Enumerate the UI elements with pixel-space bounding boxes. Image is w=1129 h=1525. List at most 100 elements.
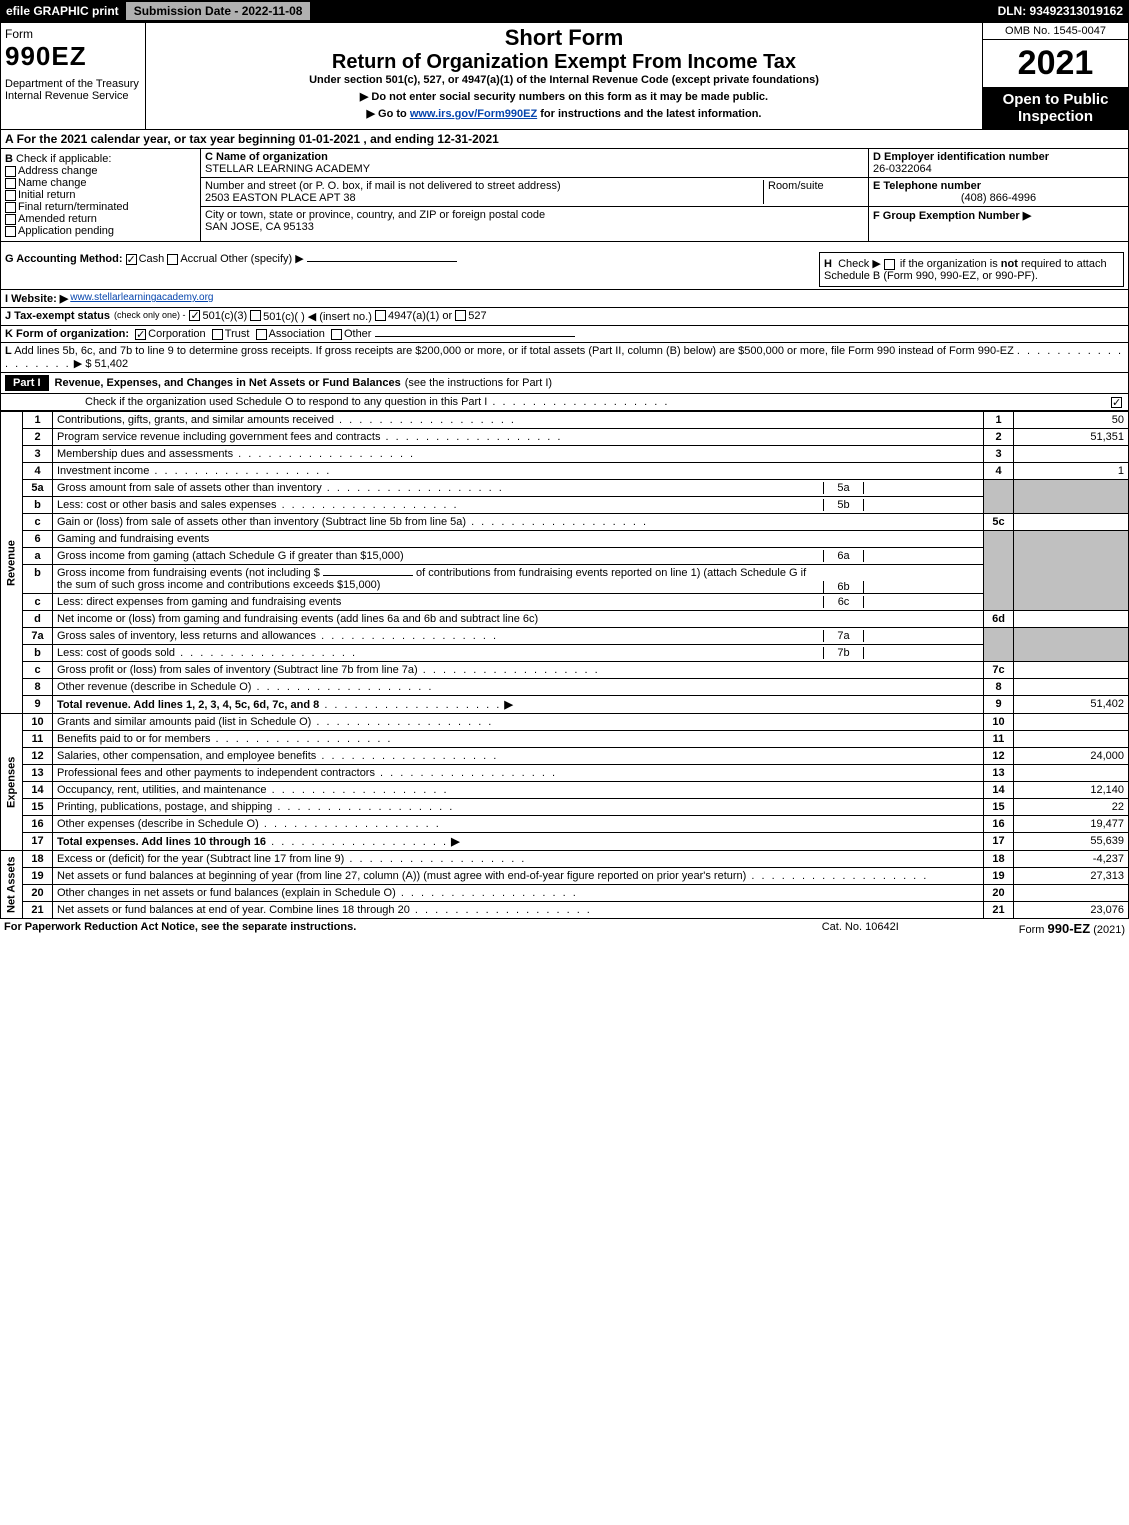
website-link[interactable]: www.stellarlearningacademy.org — [70, 292, 213, 305]
b-title: Check if applicable: — [16, 153, 111, 165]
k-other-checkbox[interactable] — [331, 329, 342, 340]
j-527-checkbox[interactable] — [455, 310, 466, 321]
part1-schedule-o-checkbox[interactable] — [1111, 397, 1122, 408]
l16-desc-text: Other expenses (describe in Schedule O) — [57, 818, 259, 830]
l13-desc-text: Professional fees and other payments to … — [57, 767, 375, 779]
l14-r: 14 — [984, 782, 1014, 799]
l6b-desc1: Gross income from fundraising events (no… — [57, 567, 320, 579]
l11-r: 11 — [984, 731, 1014, 748]
l6a-cell: Gross income from gaming (attach Schedul… — [53, 548, 984, 565]
h-checkbox[interactable] — [884, 259, 895, 270]
b-letter: B — [5, 153, 13, 165]
h-check: Check ▶ — [838, 258, 881, 270]
k-corp-checkbox[interactable] — [135, 329, 146, 340]
k-label: K Form of organization: — [5, 328, 129, 340]
phone-label: E Telephone number — [873, 180, 1124, 192]
goto-instructions: ▶ Go to www.irs.gov/Form990EZ for instru… — [152, 107, 976, 120]
irs-link[interactable]: www.irs.gov/Form990EZ — [410, 108, 537, 120]
k-trust-checkbox[interactable] — [212, 329, 223, 340]
g-cash: Cash — [139, 253, 165, 265]
g-other-line[interactable] — [307, 261, 457, 262]
k-corp: Corporation — [148, 328, 205, 340]
l18-desc: Excess or (deficit) for the year (Subtra… — [53, 851, 984, 868]
org-name: STELLAR LEARNING ACADEMY — [205, 163, 370, 175]
l7c-val — [1014, 662, 1129, 679]
j-4947-checkbox[interactable] — [375, 310, 386, 321]
l4-val: 1 — [1014, 463, 1129, 480]
l17-desc-text: Total expenses. Add lines 10 through 16 — [57, 836, 266, 848]
l11-dots — [210, 733, 392, 745]
b-opt-pending[interactable]: Application pending — [5, 225, 196, 237]
b-opt-address-label: Address change — [18, 165, 98, 177]
b-opt-address[interactable]: Address change — [5, 165, 196, 177]
form-number-footer: 990-EZ — [1048, 921, 1091, 936]
l6b-blank[interactable] — [323, 575, 413, 576]
line-5b: b Less: cost or other basis and sales ex… — [1, 497, 1129, 514]
c-city-label: City or town, state or province, country… — [205, 209, 545, 221]
l16-num: 16 — [23, 816, 53, 833]
line-16: 16 Other expenses (describe in Schedule … — [1, 816, 1129, 833]
l21-desc-text: Net assets or fund balances at end of ye… — [57, 904, 410, 916]
g-accrual-checkbox[interactable] — [167, 254, 178, 265]
paperwork-notice: For Paperwork Reduction Act Notice, see … — [4, 921, 356, 936]
l8-dots — [251, 681, 433, 693]
l14-desc: Occupancy, rent, utilities, and maintena… — [53, 782, 984, 799]
l15-val: 22 — [1014, 799, 1129, 816]
b-opt-initial[interactable]: Initial return — [5, 189, 196, 201]
line-18: Net Assets 18 Excess or (deficit) for th… — [1, 851, 1129, 868]
l19-r: 19 — [984, 868, 1014, 885]
j-501c3-checkbox[interactable] — [189, 310, 200, 321]
l6d-desc: Net income or (loss) from gaming and fun… — [53, 611, 984, 628]
short-form-title: Short Form — [152, 25, 976, 51]
goto-pre: ▶ Go to — [367, 108, 410, 120]
l10-desc-text: Grants and similar amounts paid (list in… — [57, 716, 311, 728]
l7b-desc: Less: cost of goods sold — [57, 647, 175, 659]
l19-dots — [746, 870, 928, 882]
part1-check-row: Check if the organization used Schedule … — [0, 394, 1129, 411]
l4-desc-text: Investment income — [57, 465, 149, 477]
l19-num: 19 — [23, 868, 53, 885]
l7c-r: 7c — [984, 662, 1014, 679]
l5a-cell: Gross amount from sale of assets other t… — [53, 480, 984, 497]
b-opt-name[interactable]: Name change — [5, 177, 196, 189]
line-7c: c Gross profit or (loss) from sales of i… — [1, 662, 1129, 679]
l8-desc-text: Other revenue (describe in Schedule O) — [57, 681, 251, 693]
l6c-sub: 6c — [823, 596, 863, 608]
l18-r: 18 — [984, 851, 1014, 868]
section-g: G Accounting Method: Cash Accrual Other … — [5, 252, 457, 265]
l9-arrow: ▶ — [504, 699, 512, 711]
g-cash-checkbox[interactable] — [126, 254, 137, 265]
l6b-subval — [863, 581, 983, 593]
j-501c-checkbox[interactable] — [250, 310, 261, 321]
l16-desc: Other expenses (describe in Schedule O) — [53, 816, 984, 833]
line-5a: 5a Gross amount from sale of assets othe… — [1, 480, 1129, 497]
l8-r: 8 — [984, 679, 1014, 696]
b-opt-amended[interactable]: Amended return — [5, 213, 196, 225]
k-other-line[interactable] — [375, 336, 575, 337]
l7c-desc-text: Gross profit or (loss) from sales of inv… — [57, 664, 418, 676]
l9-num: 9 — [23, 696, 53, 714]
line-11: 11 Benefits paid to or for members 11 — [1, 731, 1129, 748]
l12-val: 24,000 — [1014, 748, 1129, 765]
l3-num: 3 — [23, 446, 53, 463]
line-10: Expenses 10 Grants and similar amounts p… — [1, 714, 1129, 731]
catalog-number: Cat. No. 10642I — [822, 921, 899, 936]
k-assoc-checkbox[interactable] — [256, 329, 267, 340]
section-l: L Add lines 5b, 6c, and 7b to line 9 to … — [0, 343, 1129, 373]
c-name-label: C Name of organization — [205, 151, 328, 163]
l13-dots — [375, 767, 557, 779]
l14-desc-text: Occupancy, rent, utilities, and maintena… — [57, 784, 267, 796]
l6d-num: d — [23, 611, 53, 628]
j-501c: 501(c)( ) ◀ (insert no.) — [263, 310, 372, 323]
l7a-sub: 7a — [823, 630, 863, 642]
l8-val — [1014, 679, 1129, 696]
b-opt-initial-label: Initial return — [18, 189, 75, 201]
b-opt-final[interactable]: Final return/terminated — [5, 201, 196, 213]
b-opt-pending-label: Application pending — [18, 225, 114, 237]
c-name-row: C Name of organization STELLAR LEARNING … — [201, 149, 868, 178]
f-group-block: F Group Exemption Number ▶ — [869, 207, 1128, 224]
org-city: SAN JOSE, CA 95133 — [205, 221, 545, 233]
l-label: L — [5, 345, 12, 357]
form-footer: Form 990-EZ (2021) — [1019, 921, 1125, 936]
l12-desc: Salaries, other compensation, and employ… — [53, 748, 984, 765]
